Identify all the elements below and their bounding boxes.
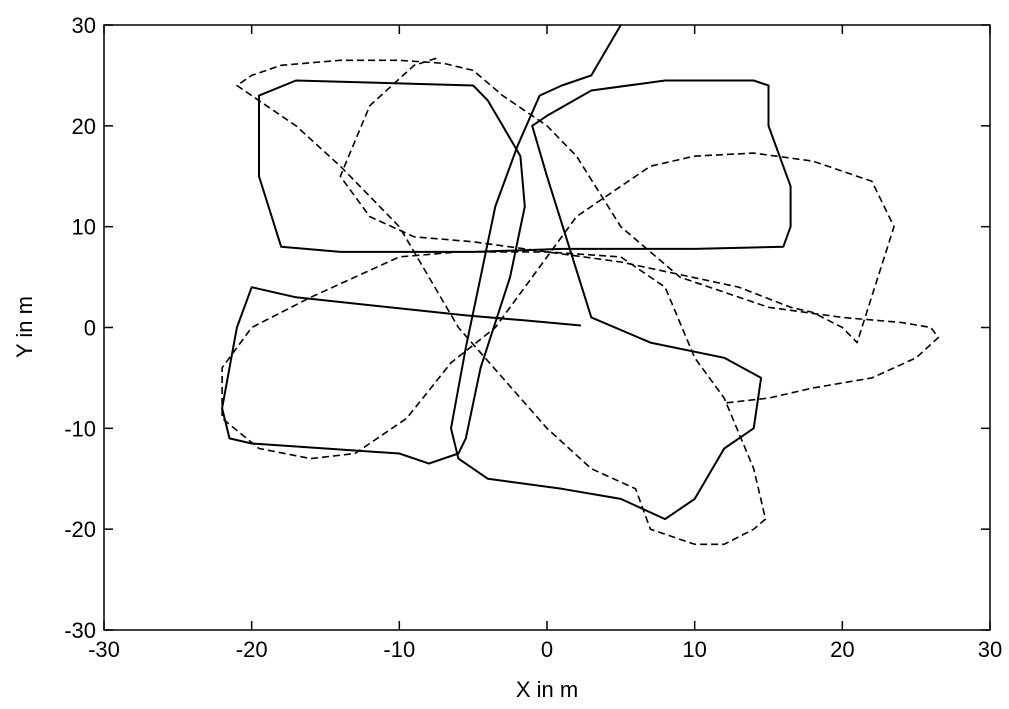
y-axis-label: Y in m [12, 296, 37, 358]
y-tick-label: 30 [72, 13, 96, 38]
x-tick-label: 0 [541, 637, 553, 662]
y-tick-label: -30 [64, 618, 96, 643]
x-tick-label: -20 [236, 637, 268, 662]
x-tick-label: -10 [383, 637, 415, 662]
y-tick-label: -20 [64, 517, 96, 542]
y-tick-label: 0 [84, 316, 96, 341]
y-tick-label: -10 [64, 416, 96, 441]
y-tick-label: 10 [72, 215, 96, 240]
x-tick-label: 20 [830, 637, 854, 662]
x-tick-label: 10 [682, 637, 706, 662]
x-tick-label: 30 [978, 637, 1002, 662]
y-tick-label: 20 [72, 114, 96, 139]
x-axis-label: X in m [516, 677, 578, 702]
